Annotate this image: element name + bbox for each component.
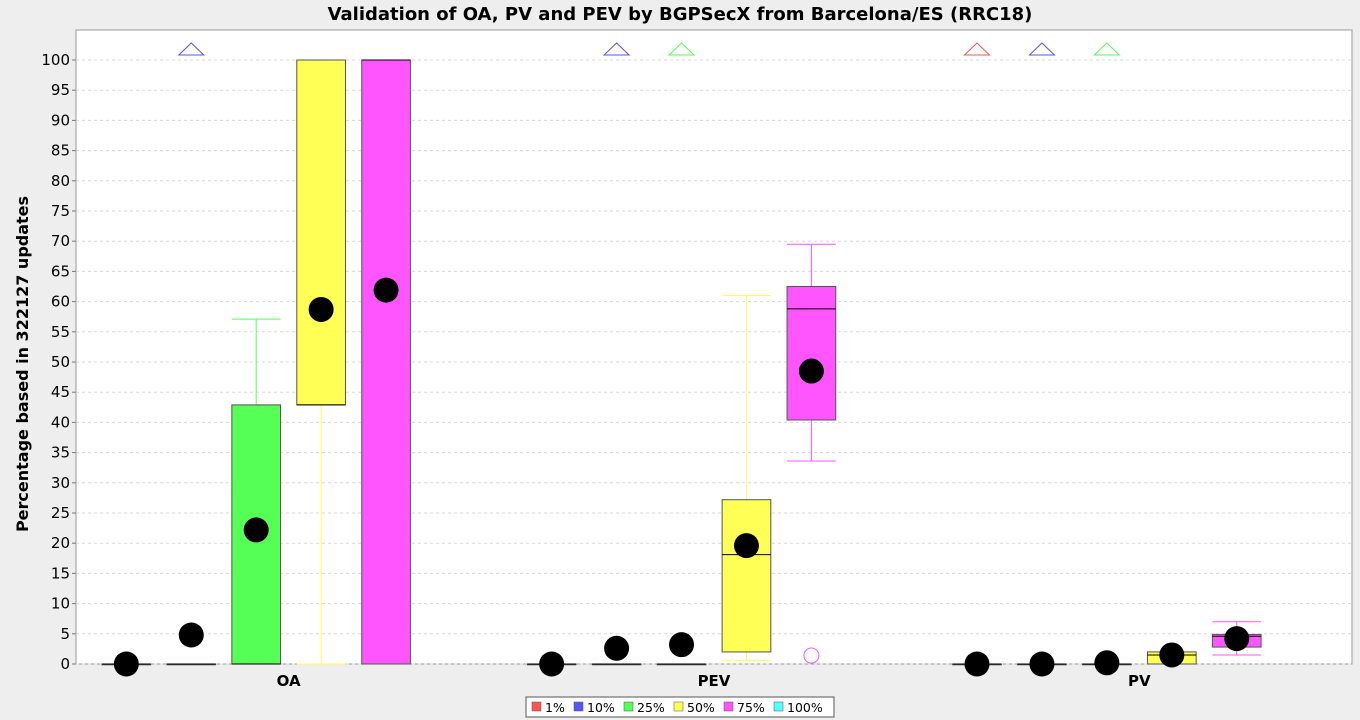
y-tick-label: 5 bbox=[60, 625, 70, 643]
y-tick-label: 0 bbox=[60, 655, 70, 673]
box-pev-75pct bbox=[786, 243, 837, 664]
mean-marker bbox=[178, 622, 204, 648]
plot-area bbox=[75, 29, 1353, 665]
x-axis: OA PEV PV bbox=[277, 672, 1151, 690]
box-pv-25pct bbox=[1082, 42, 1132, 676]
mean-marker bbox=[669, 632, 695, 658]
y-tick-label: 35 bbox=[51, 444, 70, 462]
legend-swatch bbox=[573, 701, 584, 712]
y-axis-label: Percentage based in 322127 updates bbox=[13, 196, 32, 532]
mean-marker bbox=[964, 651, 990, 677]
y-tick-label: 95 bbox=[51, 81, 70, 99]
legend-label: 10% bbox=[587, 700, 615, 715]
legend-swatch bbox=[531, 701, 542, 712]
mean-marker bbox=[539, 651, 565, 677]
box-pev-25pct bbox=[656, 42, 707, 666]
legend-label: 1% bbox=[545, 700, 565, 715]
mean-marker bbox=[308, 296, 334, 322]
box-iqr bbox=[786, 286, 837, 421]
y-tick-label: 100 bbox=[41, 51, 70, 69]
legend-label: 100% bbox=[787, 700, 823, 715]
y-tick-label: 50 bbox=[51, 353, 70, 371]
box-pv-75pct bbox=[1211, 621, 1262, 656]
y-tick-label: 90 bbox=[51, 111, 70, 129]
box-pv-10pct bbox=[1017, 42, 1067, 677]
y-tick-label: 15 bbox=[51, 564, 70, 582]
box-pev-10pct bbox=[591, 42, 642, 666]
boxes bbox=[101, 42, 1262, 677]
far-out-indicator bbox=[602, 42, 631, 56]
mean-marker bbox=[1094, 650, 1120, 676]
box-iqr bbox=[721, 499, 772, 653]
mean-marker bbox=[113, 651, 139, 677]
legend-label: 50% bbox=[687, 700, 715, 715]
y-tick-label: 65 bbox=[51, 262, 70, 280]
y-axis: 0 5 10 15 20 25 30 35 40 45 50 55 60 65 70 75 80 85 90 95 10… bbox=[41, 51, 76, 673]
legend-label: 25% bbox=[637, 700, 665, 715]
mean-marker bbox=[1159, 642, 1185, 668]
box-oa-25pct bbox=[231, 318, 282, 665]
box-oa-50pct bbox=[296, 59, 346, 665]
mean-marker bbox=[733, 533, 759, 559]
far-out-indicator bbox=[963, 42, 991, 56]
legend-swatch bbox=[623, 701, 634, 712]
legend-label: 75% bbox=[737, 700, 765, 715]
y-tick-label: 25 bbox=[51, 504, 70, 522]
y-tick-label: 10 bbox=[51, 595, 70, 613]
chart-title: Validation of OA, PV and PEV by BGPSecX … bbox=[328, 4, 1033, 25]
box-pv-1pct bbox=[952, 42, 1002, 677]
mean-marker bbox=[798, 358, 824, 384]
legend-swatch bbox=[673, 701, 684, 712]
mean-marker bbox=[1029, 651, 1055, 677]
y-tick-label: 20 bbox=[51, 534, 70, 552]
mean-marker bbox=[1224, 626, 1250, 652]
far-out-indicator bbox=[177, 42, 206, 56]
box-oa-75pct bbox=[361, 59, 411, 665]
outlier-marker bbox=[803, 647, 820, 664]
x-tick-label: PEV bbox=[698, 672, 731, 690]
box-iqr bbox=[296, 59, 346, 406]
y-tick-label: 85 bbox=[51, 142, 70, 160]
box-pev-50pct bbox=[721, 295, 772, 661]
mean-marker bbox=[243, 517, 269, 543]
y-tick-label: 75 bbox=[51, 202, 70, 220]
y-tick-label: 70 bbox=[51, 232, 70, 250]
box-pv-50pct bbox=[1146, 642, 1197, 668]
mean-marker bbox=[604, 635, 630, 661]
far-out-indicator bbox=[1093, 42, 1121, 56]
y-tick-label: 80 bbox=[51, 172, 70, 190]
y-tick-label: 30 bbox=[51, 474, 70, 492]
gridlines bbox=[76, 59, 1352, 665]
box-pev-1pct bbox=[526, 651, 577, 677]
y-tick-label: 60 bbox=[51, 293, 70, 311]
box-oa-1pct bbox=[101, 651, 152, 677]
legend: 1% 10% 25% 50% 75% 100% bbox=[525, 696, 835, 718]
x-tick-label: PV bbox=[1128, 672, 1151, 690]
y-tick-label: 55 bbox=[51, 323, 70, 341]
box-oa-10pct bbox=[166, 42, 217, 666]
x-tick-label: OA bbox=[277, 672, 301, 690]
legend-swatch bbox=[723, 701, 734, 712]
legend-swatch bbox=[773, 701, 784, 712]
box-iqr bbox=[361, 59, 411, 665]
y-tick-label: 45 bbox=[51, 383, 70, 401]
y-tick-label: 40 bbox=[51, 413, 70, 431]
mean-marker bbox=[373, 277, 399, 303]
far-out-indicator bbox=[667, 42, 696, 56]
far-out-indicator bbox=[1028, 42, 1056, 56]
